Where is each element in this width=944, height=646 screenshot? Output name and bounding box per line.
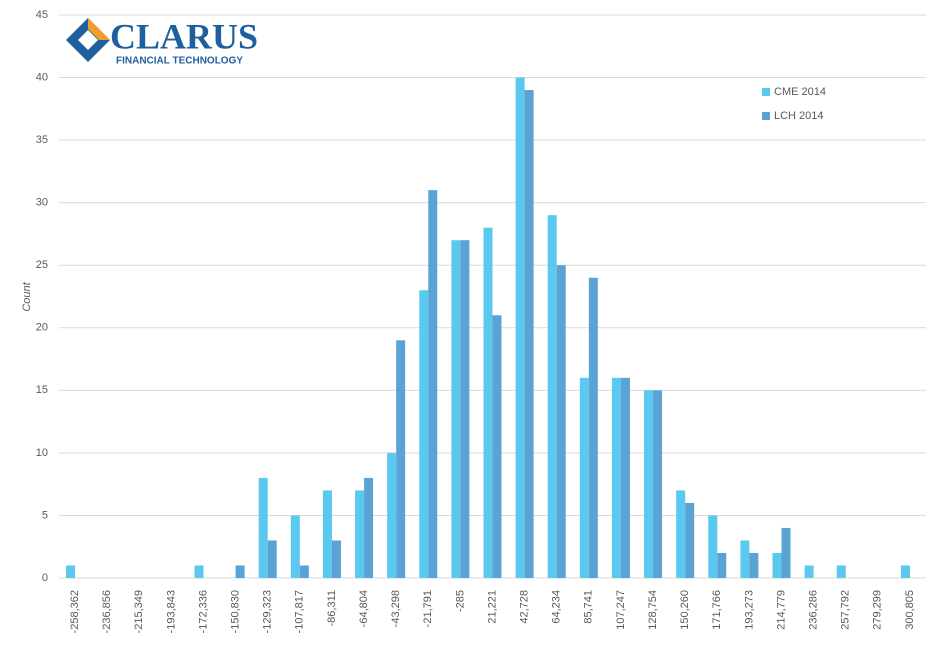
bar <box>331 540 341 578</box>
bar <box>804 565 814 578</box>
x-tick-label: 42,728 <box>519 590 531 624</box>
logo-mark <box>78 30 98 50</box>
bar <box>611 377 621 578</box>
bar <box>419 290 429 578</box>
bar <box>644 390 654 578</box>
x-tick-label: 171,766 <box>711 590 723 630</box>
logo-tagline: FINANCIAL TECHNOLOGY <box>116 56 243 67</box>
legend-label: CME 2014 <box>774 86 826 98</box>
bar <box>685 502 695 578</box>
bar <box>708 515 718 578</box>
y-tick-label: 35 <box>36 134 48 146</box>
y-tick-label: 5 <box>42 509 48 521</box>
x-tick-label: 107,247 <box>615 590 627 630</box>
bar <box>900 565 910 578</box>
y-tick-label: 10 <box>36 447 48 459</box>
x-tick-label: 300,805 <box>904 590 916 630</box>
x-tick-label: 214,779 <box>775 590 787 630</box>
x-tick-label: 85,741 <box>583 590 595 624</box>
bar <box>66 565 76 578</box>
bar <box>579 377 589 578</box>
bar <box>396 340 406 578</box>
legend-swatch <box>762 88 770 96</box>
bar <box>299 565 309 578</box>
bar <box>451 240 461 578</box>
bar <box>355 490 365 578</box>
x-tick-label: -21,791 <box>422 590 434 627</box>
bar <box>290 515 300 578</box>
bar <box>515 77 525 579</box>
y-tick-label: 0 <box>42 572 48 584</box>
y-tick-label: 40 <box>36 71 48 83</box>
bar <box>676 490 686 578</box>
x-tick-label: -107,817 <box>294 590 306 633</box>
x-tick-label: 128,754 <box>647 590 659 630</box>
bar <box>387 452 397 578</box>
bar <box>740 540 750 578</box>
bar <box>524 90 534 579</box>
bar <box>322 490 332 578</box>
x-tick-label: -172,336 <box>197 590 209 633</box>
logo-name: CLARUS <box>110 16 258 56</box>
bar <box>556 265 566 578</box>
x-tick-label: 236,286 <box>808 590 820 630</box>
x-tick-label: -150,830 <box>230 590 242 633</box>
x-tick-label: -64,804 <box>358 590 370 627</box>
y-axis-label: Count <box>21 281 33 311</box>
x-tick-label: 193,273 <box>743 590 755 630</box>
x-tick-label: -43,298 <box>390 590 402 627</box>
x-tick-label: 279,299 <box>872 590 884 630</box>
bar <box>364 477 374 578</box>
x-tick-label: -285 <box>454 590 466 612</box>
bar <box>653 390 663 578</box>
bar <box>588 277 598 578</box>
bar <box>547 215 557 578</box>
bar <box>267 540 277 578</box>
y-tick-label: 30 <box>36 197 48 209</box>
bar <box>194 565 204 578</box>
bar <box>772 552 782 578</box>
x-tick-label: -258,362 <box>69 590 81 633</box>
bar <box>258 477 268 578</box>
x-tick-label: -129,323 <box>262 590 274 633</box>
x-tick-label: -215,349 <box>133 590 145 633</box>
x-tick-label: -86,311 <box>326 590 338 627</box>
y-tick-label: 25 <box>36 259 48 271</box>
bar <box>460 240 470 578</box>
bar <box>428 190 438 578</box>
legend-swatch <box>762 112 770 120</box>
legend-label: LCH 2014 <box>774 110 824 122</box>
x-tick-label: 64,234 <box>551 590 563 624</box>
bar <box>620 377 630 578</box>
y-tick-label: 15 <box>36 384 48 396</box>
x-tick-label: -193,843 <box>165 590 177 633</box>
bar <box>483 227 493 578</box>
x-tick-label: 150,260 <box>679 590 691 630</box>
x-tick-label: 21,221 <box>486 590 498 624</box>
x-tick-label: -236,856 <box>101 590 113 633</box>
bar <box>235 565 245 578</box>
logo: CLARUS FINANCIAL TECHNOLOGY <box>66 16 258 67</box>
y-tick-label: 20 <box>36 322 48 334</box>
y-tick-label: 45 <box>36 9 48 21</box>
bar <box>717 552 727 578</box>
bar <box>836 565 846 578</box>
bar <box>781 527 791 578</box>
bar <box>749 552 759 578</box>
x-tick-label: 257,792 <box>840 590 852 630</box>
logo-mark <box>88 18 110 40</box>
bar <box>492 315 502 578</box>
